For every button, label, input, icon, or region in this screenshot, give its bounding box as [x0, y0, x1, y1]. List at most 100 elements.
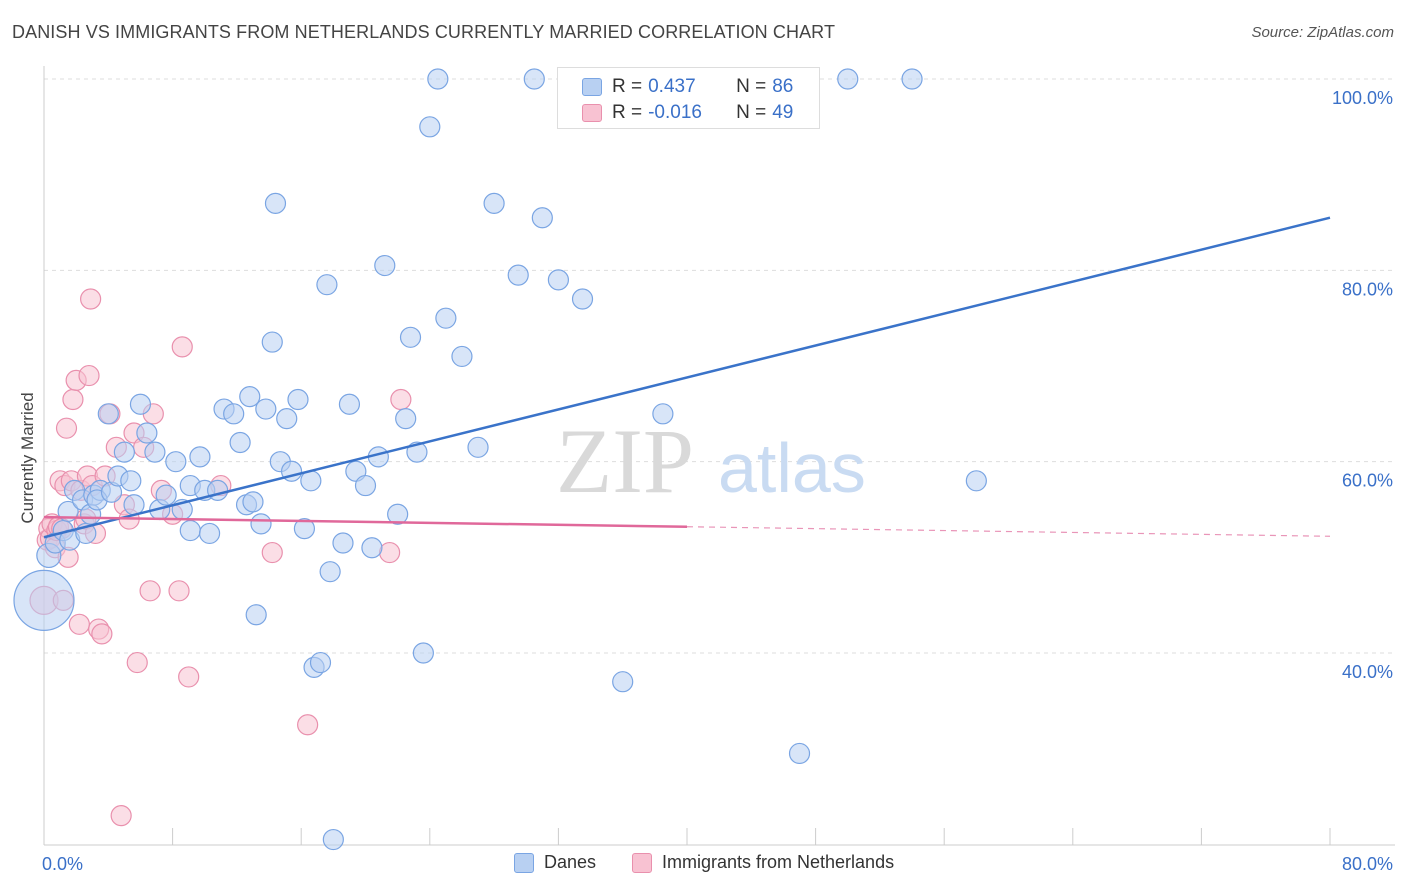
legend-label-danes: Danes — [544, 852, 597, 872]
grid-lines — [44, 78, 1395, 654]
point-danes — [113, 441, 135, 463]
legend-n-value-netherlands: 49 — [772, 102, 794, 123]
trend-lines — [43, 216, 1331, 539]
point-danes — [144, 441, 166, 463]
point-netherlands — [80, 288, 102, 310]
point-danes — [250, 513, 272, 535]
point-danes — [198, 522, 221, 545]
point-danes — [13, 569, 75, 631]
watermark-atlas: atlas — [718, 429, 866, 507]
trend-line-danes — [43, 216, 1331, 539]
legend-r-label: R = — [612, 76, 643, 97]
point-netherlands — [178, 666, 200, 688]
point-netherlands — [171, 336, 193, 358]
watermark-zip: ZIP — [556, 410, 694, 512]
y-tick-label: 100.0% — [1332, 88, 1393, 108]
trend-line-netherlands-extension — [686, 526, 1331, 537]
x-tick-label: 0.0% — [42, 854, 83, 874]
point-danes — [451, 345, 473, 368]
tick-labels: 40.0% 60.0% 80.0% 100.0% 0.0% 80.0% — [42, 88, 1393, 874]
legend-label-netherlands: Immigrants from Netherlands — [662, 852, 895, 872]
point-danes — [965, 470, 987, 492]
point-netherlands — [110, 805, 132, 827]
point-danes — [309, 651, 332, 674]
legend-swatch-danes — [582, 78, 602, 96]
legend-r-label: R = — [612, 102, 643, 123]
point-danes — [136, 422, 158, 444]
point-danes — [97, 403, 119, 425]
point-danes — [837, 68, 859, 90]
points-immigrants-from-netherlands — [29, 288, 412, 827]
point-danes — [165, 451, 187, 473]
point-danes — [427, 68, 449, 90]
point-danes — [467, 436, 489, 458]
point-netherlands — [62, 388, 84, 411]
point-danes — [123, 494, 145, 516]
point-danes — [483, 192, 505, 214]
point-danes — [264, 192, 287, 214]
legend-item-netherlands: Immigrants from Netherlands — [632, 852, 894, 873]
point-danes — [261, 331, 283, 353]
point-netherlands — [139, 580, 161, 602]
point-danes — [207, 479, 229, 501]
point-danes — [361, 537, 383, 559]
point-danes — [435, 307, 457, 329]
point-danes — [387, 503, 409, 525]
legend-swatch-danes — [514, 852, 534, 873]
axes — [43, 66, 1395, 846]
point-danes — [652, 403, 674, 425]
point-danes — [239, 386, 261, 408]
y-axis-label: Currently Married — [18, 392, 37, 524]
legend-r-value-danes: 0.437 — [648, 76, 696, 97]
chart-title: DANISH VS IMMIGRANTS FROM NETHERLANDS CU… — [12, 22, 836, 42]
point-danes — [338, 393, 361, 415]
point-danes — [523, 68, 545, 90]
point-netherlands — [55, 417, 78, 439]
legend-swatch-netherlands — [632, 852, 652, 873]
point-danes — [531, 207, 553, 229]
point-netherlands — [261, 541, 283, 564]
point-danes — [374, 254, 396, 277]
point-danes — [419, 116, 441, 138]
source-credit: Source: ZipAtlas.com — [1251, 24, 1394, 41]
point-netherlands — [390, 388, 412, 411]
point-danes — [242, 491, 264, 513]
point-danes — [507, 264, 529, 286]
point-danes — [223, 403, 245, 425]
point-danes — [395, 408, 417, 430]
point-danes — [322, 828, 344, 851]
point-danes — [129, 393, 152, 415]
point-danes — [120, 470, 142, 492]
point-danes — [547, 269, 570, 291]
legend-item-danes: Danes — [514, 852, 596, 873]
trend-line-netherlands — [43, 515, 688, 528]
point-danes — [293, 518, 316, 540]
legend-n-label: N = — [736, 76, 767, 97]
point-danes — [319, 561, 341, 583]
point-danes — [155, 484, 177, 506]
point-danes — [901, 68, 923, 90]
point-danes — [287, 388, 309, 411]
point-netherlands — [91, 623, 113, 645]
legend-n-value-danes: 86 — [772, 76, 794, 97]
point-danes — [354, 474, 377, 497]
point-netherlands — [168, 580, 190, 602]
point-danes — [399, 326, 422, 348]
point-danes — [571, 288, 594, 310]
bottom-legend: Danes Immigrants from Netherlands — [0, 852, 1406, 878]
y-tick-label: 40.0% — [1342, 662, 1393, 682]
legend-row-danes: R = 0.437 N = 86 — [582, 75, 793, 99]
point-danes — [229, 431, 251, 454]
point-danes — [179, 519, 201, 542]
point-netherlands — [68, 613, 90, 635]
point-danes — [255, 398, 277, 420]
legend-n-label: N = — [736, 102, 767, 123]
point-danes — [332, 532, 354, 554]
point-danes — [316, 274, 338, 296]
point-danes — [788, 742, 811, 765]
x-tick-label: 80.0% — [1342, 854, 1393, 874]
point-netherlands — [78, 364, 100, 387]
legend-row-netherlands: R = -0.016 N = 49 — [582, 101, 793, 125]
y-tick-label: 60.0% — [1342, 471, 1393, 491]
